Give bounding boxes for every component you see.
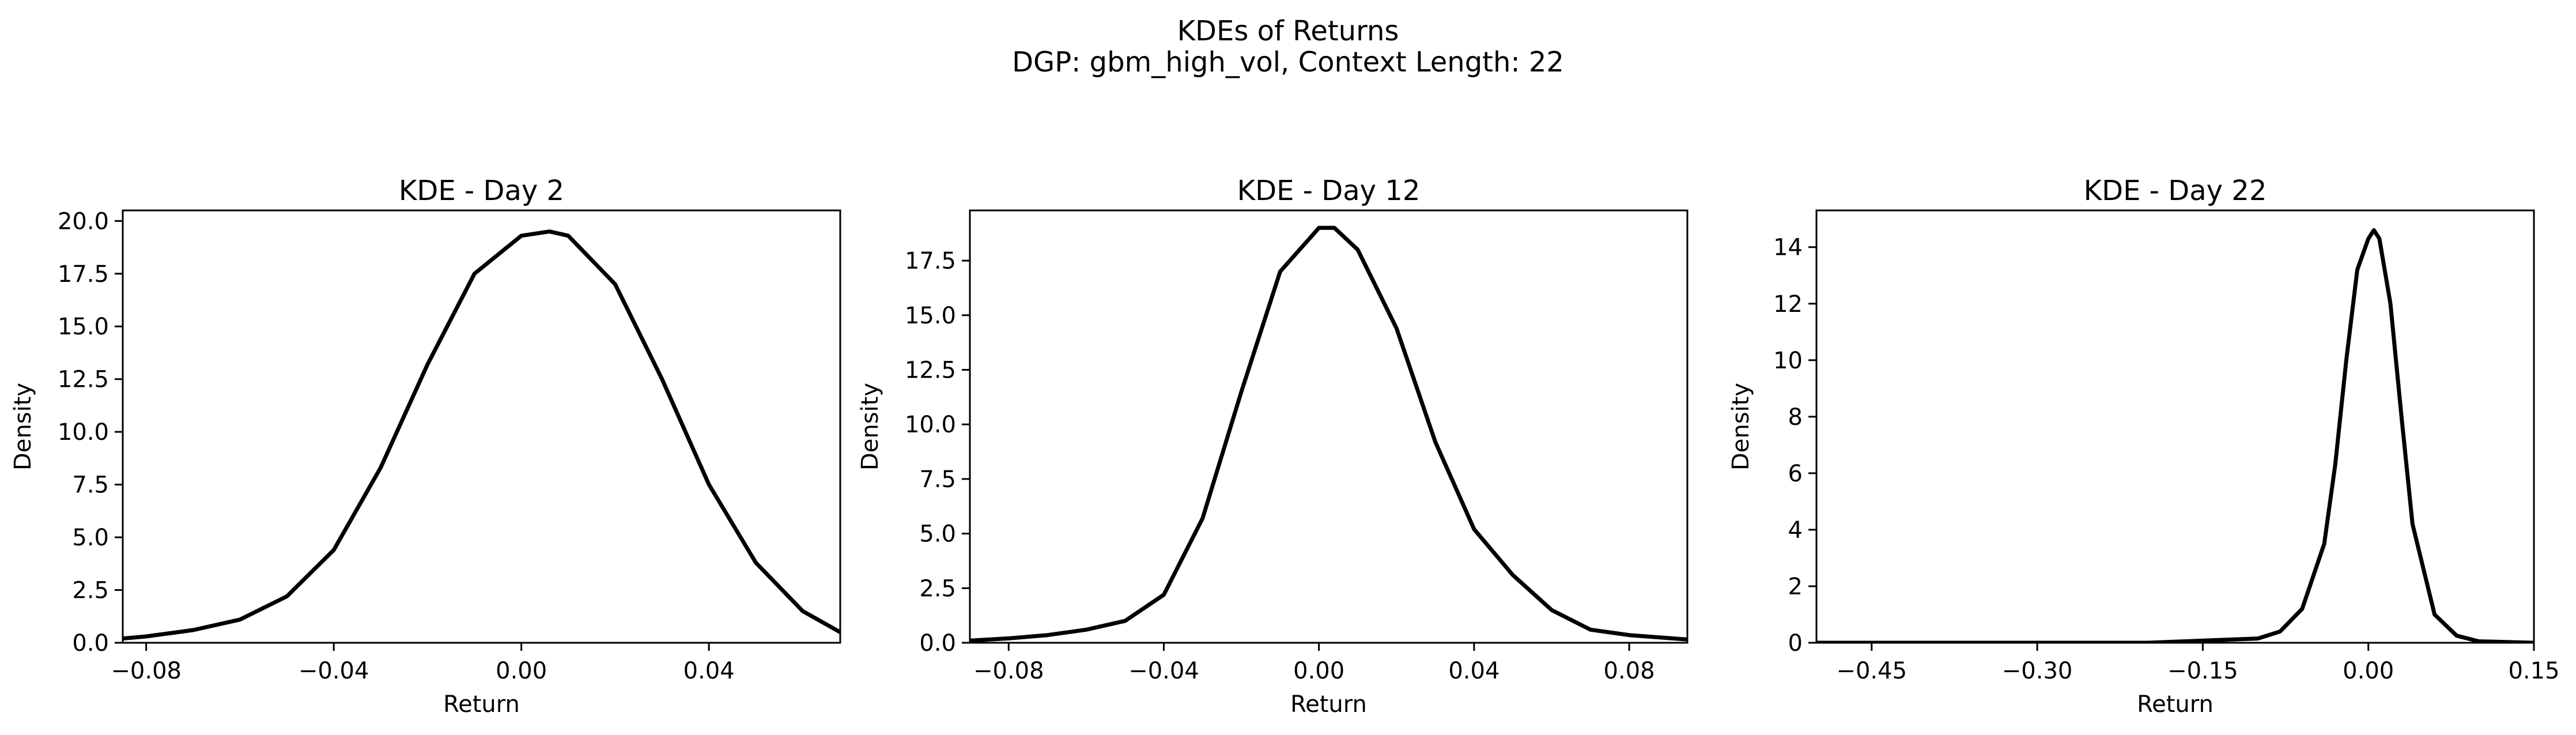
x-tick-label: −0.08	[973, 658, 1044, 684]
x-tick-label: −0.30	[2002, 658, 2073, 684]
x-axis-label: Return	[1290, 691, 1367, 718]
y-tick-label: 12.5	[905, 357, 956, 384]
y-tick-label: 17.5	[905, 248, 956, 274]
x-tick-label: −0.04	[299, 658, 369, 684]
subplot-title: KDE - Day 2	[399, 175, 564, 207]
y-axis-label: Density	[1728, 383, 1754, 470]
subplot-3: KDE - Day 22 −0.45 −0.30 −0.15 0.00 0.15 0 2 4 6 8…	[1728, 175, 2560, 718]
subplot-title: KDE - Day 22	[2084, 175, 2267, 207]
y-axis-label: Density	[857, 383, 883, 470]
y-tick-label: 7.5	[919, 466, 956, 493]
y-tick-label: 20.0	[58, 208, 109, 235]
x-axis-label: Return	[2137, 691, 2214, 718]
x-tick-label: 0.04	[1448, 658, 1499, 684]
x-tick-label: 0.15	[2508, 658, 2559, 684]
y-tick-label: 10.0	[905, 412, 956, 438]
kde-curve-1	[123, 229, 840, 641]
subplot-2: KDE - Day 12 −0.08 −0.04 0.00 0.04 0.08 0.0 2.5…	[857, 175, 1689, 718]
y-tick-label: 12	[1773, 291, 1803, 318]
y-tick-label: 2	[1788, 574, 1803, 600]
y-tick-label: 17.5	[58, 261, 109, 288]
y-tick-label: 14	[1773, 235, 1803, 261]
x-tick-label: 0.00	[1293, 658, 1344, 684]
y-tick-label: 10.0	[58, 419, 109, 446]
y-tick-label: 4	[1788, 517, 1803, 544]
kde-curve-1	[1816, 228, 2534, 643]
y-tick-label: 0	[1788, 630, 1803, 657]
x-tick-label: −0.15	[2167, 658, 2238, 684]
y-tick-label: 2.5	[919, 575, 956, 602]
subplot-title: KDE - Day 12	[1237, 175, 1421, 207]
y-tick-label: 0.0	[72, 630, 109, 657]
y-tick-label: 6	[1788, 461, 1803, 487]
x-tick-label: 0.00	[2343, 658, 2394, 684]
figure-title: KDEs of Returns	[1177, 15, 1399, 47]
figure-subtitle: DGP: gbm_high_vol, Context Length: 22	[1012, 46, 1564, 78]
y-tick-label: 5.0	[72, 525, 109, 551]
y-tick-label: 5.0	[919, 521, 956, 548]
axes-frame	[122, 209, 841, 644]
x-tick-label: 0.04	[683, 658, 735, 684]
y-tick-label: 10	[1773, 348, 1803, 374]
x-tick-label: −0.45	[1836, 658, 1907, 684]
y-tick-label: 15.0	[905, 303, 956, 329]
axes-frame	[1815, 209, 2535, 644]
axes-frame	[969, 209, 1689, 644]
y-tick-label: 15.0	[58, 314, 109, 340]
y-tick-label: 0.0	[919, 630, 956, 657]
x-axis-label: Return	[443, 691, 520, 718]
x-tick-label: −0.08	[111, 658, 182, 684]
x-tick-label: 0.08	[1604, 658, 1655, 684]
y-tick-label: 2.5	[72, 578, 109, 604]
y-tick-label: 7.5	[72, 472, 109, 499]
x-tick-label: −0.04	[1128, 658, 1199, 684]
kde-curve-1	[970, 225, 1687, 643]
y-axis-label: Density	[10, 383, 36, 470]
subplot-1: KDE - Day 2 −0.08 −0.04 0.00 0.04 0.0 2.5 5.0 7.…	[10, 175, 841, 718]
x-tick-label: 0.00	[496, 658, 547, 684]
y-tick-label: 12.5	[58, 367, 109, 393]
y-tick-label: 8	[1788, 404, 1803, 431]
